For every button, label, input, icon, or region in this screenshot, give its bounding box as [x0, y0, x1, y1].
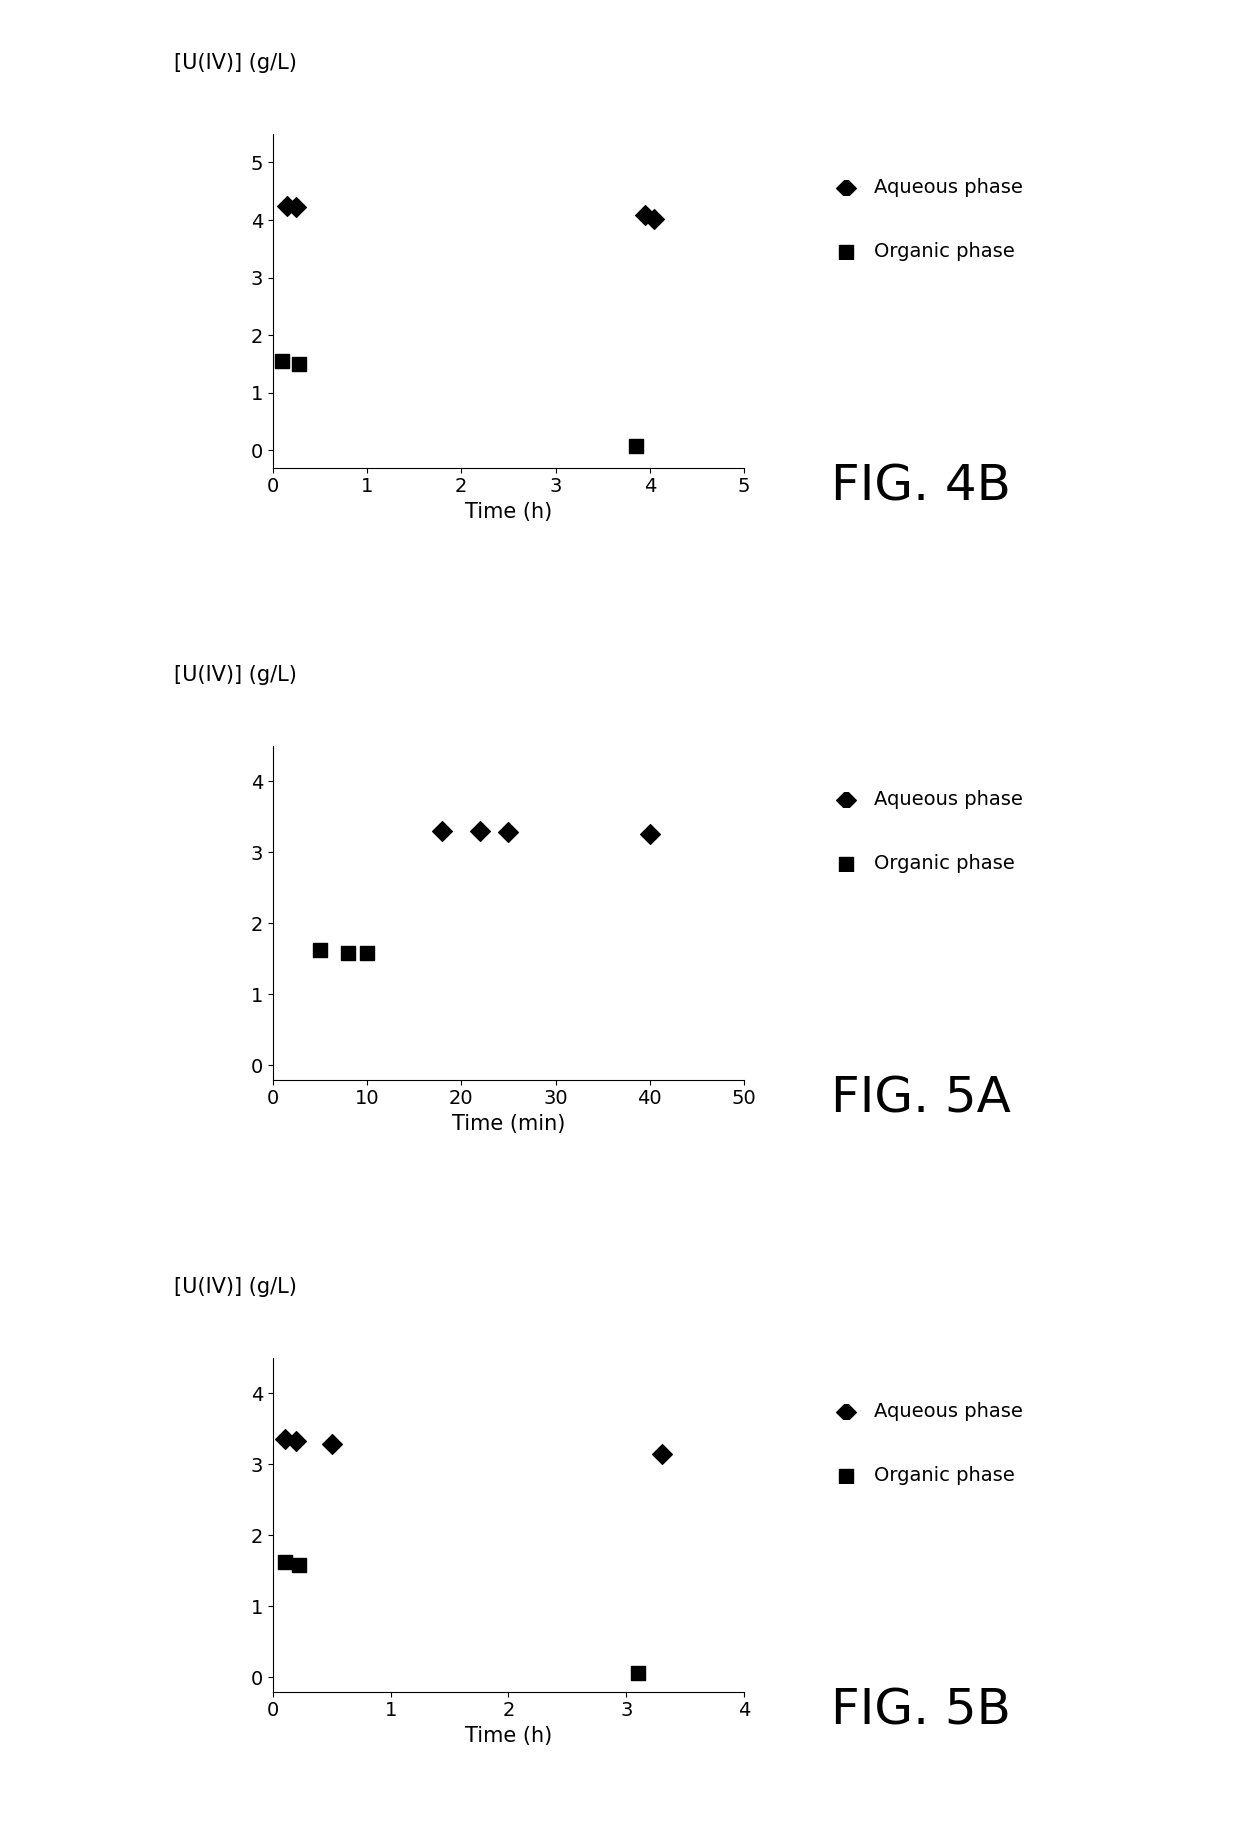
Aqueous phase	[640, 821, 660, 850]
Point	[837, 1461, 857, 1491]
Text: Aqueous phase: Aqueous phase	[874, 789, 1023, 810]
Text: [U(IV)] (g/L): [U(IV)] (g/L)	[174, 53, 296, 73]
Organic phase	[357, 938, 377, 968]
Organic phase	[629, 1658, 649, 1687]
Text: [U(IV)] (g/L): [U(IV)] (g/L)	[174, 1276, 296, 1296]
Aqueous phase	[635, 200, 655, 230]
Text: [U(IV)] (g/L): [U(IV)] (g/L)	[174, 665, 296, 685]
Text: Aqueous phase: Aqueous phase	[874, 178, 1023, 196]
Point	[837, 1397, 857, 1427]
X-axis label: Time (h): Time (h)	[465, 1726, 552, 1746]
Text: Organic phase: Organic phase	[874, 1467, 1016, 1485]
Aqueous phase	[275, 1425, 295, 1454]
Aqueous phase	[286, 1427, 306, 1456]
Aqueous phase	[645, 204, 665, 233]
Organic phase	[289, 1550, 309, 1579]
Organic phase	[275, 1548, 295, 1577]
Organic phase	[626, 431, 646, 461]
Text: Organic phase: Organic phase	[874, 854, 1016, 874]
Organic phase	[310, 936, 330, 966]
Organic phase	[273, 347, 293, 376]
Aqueous phase	[470, 817, 490, 846]
Aqueous phase	[286, 193, 306, 222]
Aqueous phase	[498, 817, 518, 846]
Organic phase	[339, 938, 358, 968]
Point	[837, 173, 857, 202]
Aqueous phase	[433, 817, 453, 846]
Organic phase	[289, 349, 309, 378]
Aqueous phase	[322, 1430, 342, 1460]
Point	[837, 237, 857, 266]
Text: FIG. 5B: FIG. 5B	[831, 1687, 1011, 1735]
Text: FIG. 5A: FIG. 5A	[831, 1074, 1011, 1122]
Point	[837, 784, 857, 813]
Point	[837, 848, 857, 878]
Text: FIG. 4B: FIG. 4B	[831, 463, 1011, 510]
X-axis label: Time (h): Time (h)	[465, 501, 552, 521]
Text: Aqueous phase: Aqueous phase	[874, 1403, 1023, 1421]
X-axis label: Time (min): Time (min)	[451, 1114, 565, 1135]
Text: Organic phase: Organic phase	[874, 242, 1016, 261]
Aqueous phase	[652, 1439, 672, 1469]
Aqueous phase	[277, 191, 296, 220]
